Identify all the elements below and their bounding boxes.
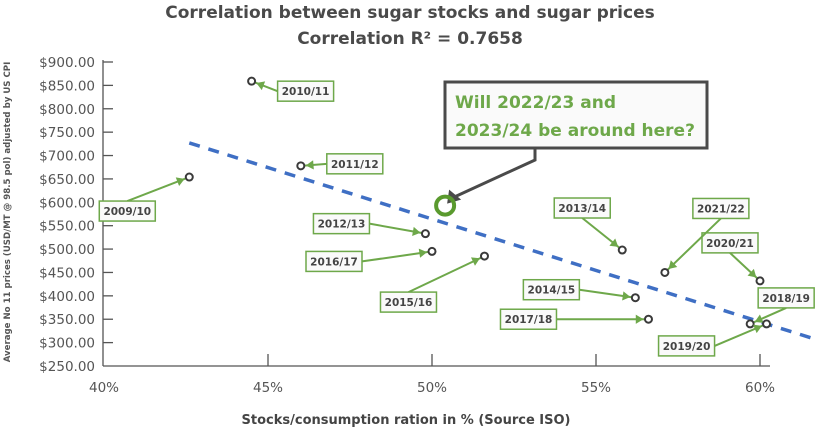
arrow-head (418, 248, 428, 258)
callout-line-1: Will 2022/23 and (455, 93, 616, 113)
label-arrow (251, 80, 278, 93)
data-point (427, 246, 437, 256)
point-label: 2013/14 (558, 203, 606, 215)
data-point (745, 319, 755, 329)
arrow-head (753, 324, 762, 334)
points-group: 2009/10 2010/11 2011/12 2012/13 2013/14 2014/… (98, 76, 815, 357)
label-arrow (664, 217, 722, 274)
data-point (617, 245, 627, 255)
y-tick-label: $500.00 (39, 242, 95, 258)
point-label: 2014/15 (528, 285, 576, 297)
y-tick-label: $400.00 (39, 289, 95, 305)
point-label-box (657, 335, 716, 357)
data-point (184, 172, 194, 182)
y-axis-label: Average No 11 prices (USD/MT @ 98.5 pol)… (3, 62, 13, 363)
arrow-head (175, 177, 185, 186)
y-tick-label: $600.00 (39, 195, 95, 211)
arrow-head (622, 291, 631, 301)
callout-box (443, 80, 709, 150)
point-label: 2009/10 (103, 206, 151, 218)
callout-line-2: 2023/24 be around here? (455, 121, 695, 141)
y-tick-label: $650.00 (39, 172, 95, 188)
x-tick-label: 60% (745, 380, 775, 396)
arrow-head (256, 81, 266, 91)
point-label: 2017/18 (505, 314, 553, 326)
arrow-head (754, 314, 764, 323)
y-tick-label: $250.00 (39, 359, 95, 375)
data-point (247, 76, 257, 86)
data-point (643, 314, 653, 324)
arrow-head (305, 160, 314, 170)
data-point (296, 161, 306, 171)
point-label-box (757, 287, 815, 309)
arrow-head (412, 226, 421, 236)
arrow-head (635, 314, 644, 324)
trendline-group (188, 141, 817, 342)
point-label-box (312, 212, 371, 235)
point-label: 2020/21 (706, 238, 754, 250)
arrow-head (747, 268, 757, 278)
point-label: 2015/16 (385, 297, 433, 309)
y-tick-label: $750.00 (39, 125, 95, 141)
point-label: 2016/17 (310, 256, 358, 268)
data-point (420, 229, 430, 239)
point-label-box (276, 80, 335, 102)
y-tick-label: $550.00 (39, 219, 95, 235)
point-label-box (692, 197, 750, 220)
callout-group: Will 2022/23 and 2023/24 be around here? (434, 80, 709, 217)
y-axis-ticks: $250.00 $300.00 $350.00 $400.00 $450.00 $500.… (39, 55, 113, 375)
point-label-box (553, 197, 611, 219)
data-point (479, 251, 489, 261)
data-point (630, 293, 640, 303)
x-axis-ticks: 40% 45% 50% 55% 60% (89, 354, 775, 396)
arrow-head (609, 238, 619, 247)
x-tick-label: 50% (417, 380, 447, 396)
arrow-head (471, 257, 480, 266)
data-point (660, 267, 670, 277)
y-tick-label: $850.00 (39, 78, 95, 94)
point-label: 2018/19 (762, 293, 810, 305)
point-label-box (499, 308, 558, 330)
y-tick-label: $450.00 (39, 265, 95, 281)
y-tick-label: $350.00 (39, 312, 95, 328)
point-label-box (326, 153, 384, 175)
data-point (755, 276, 765, 286)
callout-arrow (454, 148, 537, 198)
trendline (188, 141, 817, 342)
point-label: 2012/13 (318, 219, 366, 231)
point-label: 2019/20 (663, 341, 711, 353)
x-tick-label: 40% (89, 380, 119, 396)
x-axis-label: Stocks/consumption ration in % (Source I… (242, 413, 571, 428)
chart-subtitle: Correlation R² = 0.7658 (297, 29, 523, 49)
point-label-box (701, 232, 759, 254)
y-tick-label: $900.00 (39, 55, 95, 71)
point-label-box (98, 200, 157, 222)
label-arrow (408, 255, 485, 293)
y-tick-label: $300.00 (39, 336, 95, 352)
data-point (762, 319, 772, 329)
point-label: 2011/12 (331, 159, 379, 171)
y-tick-label: $800.00 (39, 102, 95, 118)
arrow-head (668, 260, 678, 269)
point-label: 2010/11 (282, 86, 330, 98)
highlight-circle (434, 194, 457, 217)
x-tick-label: 45% (253, 380, 283, 396)
point-label-box (522, 278, 581, 301)
point-label-box (379, 291, 438, 313)
x-tick-label: 55% (581, 380, 611, 396)
point-label: 2021/22 (697, 203, 745, 215)
point-label-box (305, 250, 363, 273)
chart-title: Correlation between sugar stocks and sug… (165, 3, 654, 23)
y-tick-label: $700.00 (39, 149, 95, 165)
